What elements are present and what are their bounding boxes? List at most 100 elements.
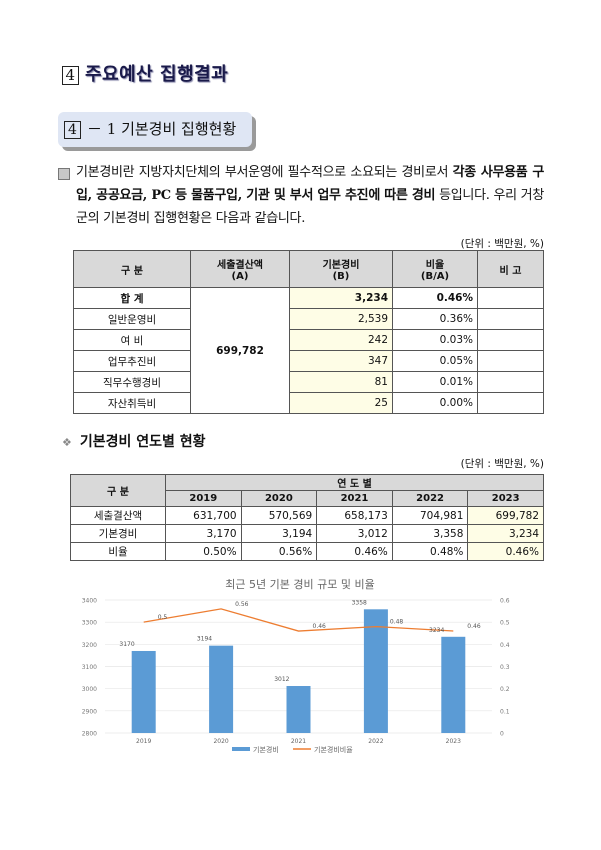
- line-data-label: 0.56: [235, 601, 249, 608]
- x-axis-tick: 2022: [368, 738, 383, 745]
- col-header: 구 분: [73, 250, 191, 288]
- row-label: 여 비: [73, 329, 191, 351]
- left-axis-tick: 3300: [82, 620, 97, 627]
- note-cell: [477, 287, 544, 309]
- diamond-bullet-icon: ❖: [62, 436, 72, 449]
- subsection-number: 4: [64, 121, 81, 139]
- bar-data-label: 3358: [352, 599, 367, 606]
- row-label: 세출결산액: [70, 506, 166, 525]
- value-cell: 3,012: [316, 524, 393, 543]
- value-cell: 631,700: [165, 506, 242, 525]
- value-cell: 0.50%: [165, 542, 242, 561]
- left-axis-tick: 3000: [82, 686, 97, 693]
- right-axis-tick: 0.1: [500, 708, 510, 715]
- legend-label: 기본경비비율: [314, 745, 353, 754]
- section2-title: 기본경비 연도별 현황: [79, 434, 206, 450]
- year-header: 2021: [316, 490, 393, 507]
- value-cell: 3,194: [240, 524, 318, 543]
- table-row: 비율 0.50% 0.56% 0.46% 0.48% 0.46%: [70, 542, 544, 561]
- note-cell: [477, 392, 544, 414]
- value-cell: 0.46%: [467, 542, 544, 561]
- x-axis-tick: 2021: [291, 738, 306, 745]
- table-row: 직무수행경비 81 0.01%: [73, 371, 544, 393]
- total-budget-cell: 699,782: [190, 287, 290, 414]
- note-cell: [477, 329, 544, 351]
- amount-cell: 81: [289, 371, 393, 393]
- right-axis-tick: 0.2: [500, 686, 510, 693]
- table-row: 합 계 699,782 3,234 0.46%: [73, 287, 544, 414]
- year-header: 2020: [240, 490, 318, 507]
- bar-data-label: 3234: [429, 627, 444, 634]
- row-label: 직무수행경비: [73, 371, 191, 393]
- value-cell: 704,981: [391, 506, 469, 525]
- section-number: 4: [62, 66, 79, 85]
- row-label: 기본경비: [70, 524, 166, 543]
- x-axis-tick: 2020: [213, 738, 228, 745]
- amount-cell: 242: [289, 329, 393, 351]
- para-text-2: 등입니다. 우리 거창군의 기본경비 집행현황은 다음과 같습니다.: [76, 188, 544, 226]
- row-label: 일반운영비: [73, 308, 191, 330]
- left-axis-tick: 2900: [82, 708, 97, 715]
- amount-cell: 25: [289, 392, 393, 414]
- group-header: 연 도 별: [165, 474, 544, 491]
- col-header: 구 분: [70, 474, 166, 507]
- legend-bar-swatch: [232, 747, 250, 751]
- col-header: 기본경비 (B): [289, 250, 393, 288]
- ratio-cell: 0.03%: [392, 329, 478, 351]
- left-axis-tick: 3100: [82, 664, 97, 671]
- bar: [209, 645, 234, 733]
- value-cell: 0.48%: [391, 542, 469, 561]
- table-header-row: 구 분 세출결산액 (A) 기본경비 (B) 비율 (B/A) 비 고: [73, 250, 544, 288]
- row-label: 비율: [70, 542, 166, 561]
- bar-data-label: 3194: [197, 636, 212, 643]
- ratio-cell: 0.05%: [392, 350, 478, 372]
- basic-expense-table: 구 분 세출결산액 (A) 기본경비 (B) 비율 (B/A) 비 고 합 계 …: [73, 250, 544, 414]
- row-label: 합 계: [73, 287, 191, 309]
- col-header: 비율 (B/A): [392, 250, 478, 288]
- subsection-heading: 4 － 1 기본경비 집행현황: [58, 112, 252, 147]
- bar-data-label: 3012: [274, 676, 289, 683]
- ratio-line: [143, 608, 454, 632]
- bar-data-label: 3170: [119, 641, 134, 648]
- value-cell: 570,569: [240, 506, 318, 525]
- col-header: 세출결산액 (A): [190, 250, 290, 288]
- table-row: 여 비 242 0.03%: [73, 329, 544, 351]
- combo-chart: 최근 5년 기본 경비 규모 및 비율 2800 2900 3000 3100 3200…: [82, 578, 510, 754]
- right-axis-tick: 0.3: [500, 664, 510, 671]
- note-cell: [477, 371, 544, 393]
- value-cell: 3,170: [165, 524, 242, 543]
- amount-cell: 3,234: [289, 287, 393, 309]
- section2-heading: ❖ 기본경비 연도별 현황: [62, 431, 206, 451]
- right-axis-tick: 0: [500, 731, 504, 738]
- bar: [131, 650, 156, 733]
- note-cell: [477, 350, 544, 372]
- ratio-cell: 0.46%: [392, 287, 478, 309]
- unit-label: (단위 : 백만원, %): [460, 238, 544, 250]
- value-cell: 699,782: [467, 506, 544, 525]
- bar: [286, 686, 311, 733]
- value-cell: 658,173: [316, 506, 393, 525]
- table-row: 기본경비 3,170 3,194 3,012 3,358 3,234: [70, 524, 544, 543]
- note-cell: [477, 308, 544, 330]
- ratio-cell: 0.01%: [392, 371, 478, 393]
- right-axis-tick: 0.4: [500, 642, 510, 649]
- table-row: 세출결산액 631,700 570,569 658,173 704,981 69…: [70, 506, 544, 525]
- value-cell: 3,234: [467, 524, 544, 543]
- col-header: 비 고: [477, 250, 544, 288]
- line-data-label: 0.5: [158, 614, 168, 621]
- ratio-cell: 0.00%: [392, 392, 478, 414]
- yearly-table: 구 분 연 도 별 2019 2020 2021 2022 2023 세출결산액…: [70, 474, 544, 561]
- year-header: 2023: [467, 490, 544, 507]
- row-label: 자산취득비: [73, 392, 191, 414]
- unit-label-2: (단위 : 백만원, %): [460, 458, 544, 470]
- intro-paragraph: 기본경비란 지방자치단체의 부서운영에 필수적으로 소요되는 경비로서 각종 사…: [58, 161, 544, 230]
- line-data-label: 0.46: [467, 623, 481, 630]
- table-header-row: 구 분 연 도 별: [70, 474, 544, 507]
- section-title: 주요예산 집행결과: [85, 64, 229, 85]
- left-axis-tick: 3200: [82, 642, 97, 649]
- year-header: 2022: [391, 490, 469, 507]
- right-axis-tick: 0.6: [500, 598, 510, 605]
- para-text-bold: 각종 사무용품 구입, 공공요금, PC 등 물품구입, 기관 및 부서 업무 …: [76, 165, 544, 203]
- year-header: 2019: [165, 490, 242, 507]
- section-heading: 4 주요예산 집행결과: [62, 60, 228, 86]
